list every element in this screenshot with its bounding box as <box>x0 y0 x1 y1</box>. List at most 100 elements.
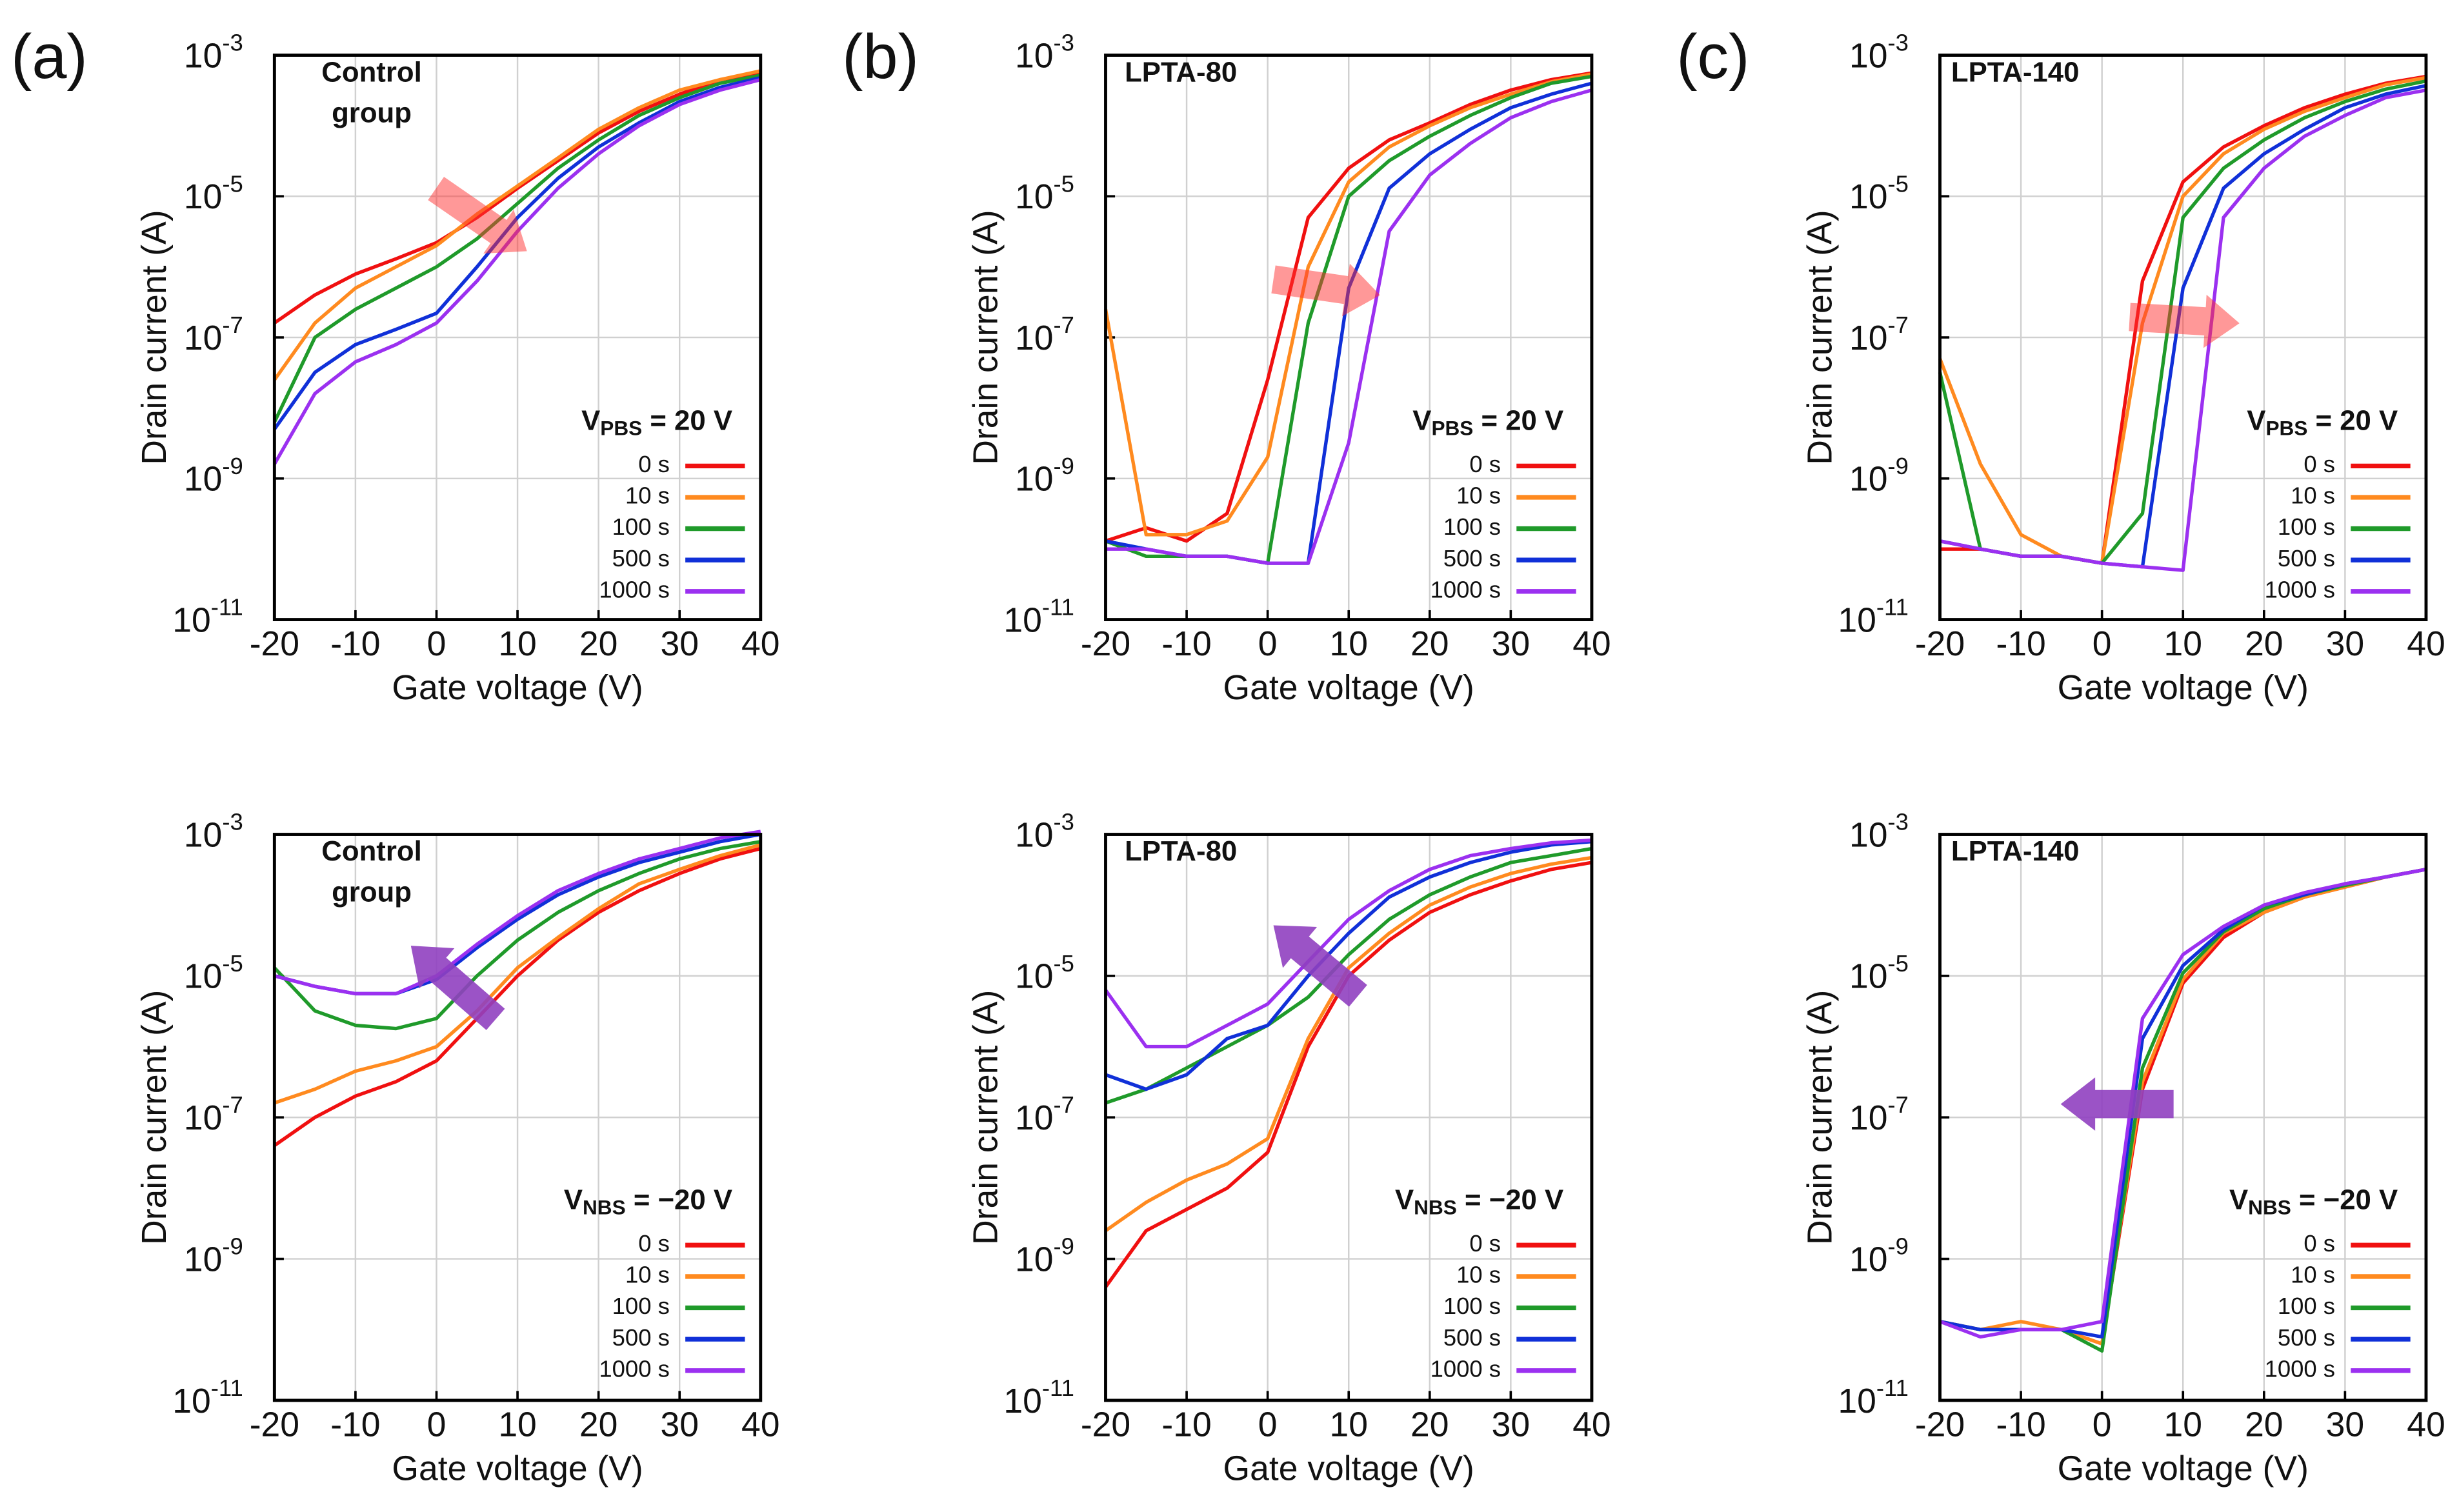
legend-label: 0 s <box>2303 451 2335 477</box>
legend-label: 500 s <box>1443 1324 1501 1351</box>
y-tick-exponent: -3 <box>1053 29 1074 55</box>
y-tick-exponent: -7 <box>222 312 243 338</box>
y-tick-base: 10 <box>1015 37 1053 75</box>
y-axis-label: Drain current (A) <box>967 990 1005 1245</box>
annotation: group <box>332 876 412 908</box>
y-tick-label: 10-7 <box>1015 312 1074 357</box>
y-tick-exponent: -3 <box>1053 808 1074 835</box>
annotation: LPTA-140 <box>1951 835 2079 867</box>
panel: -20 -10 0 10 20 30 4010-310-510-710-910-11LPTA… <box>1801 808 2445 1487</box>
stress-value: = −20 V <box>2291 1184 2398 1215</box>
plot-frame <box>1104 54 1594 621</box>
y-tick-base: 10 <box>184 958 222 996</box>
x-tick-label: -20 <box>1081 1406 1130 1444</box>
y-tick-label: 10-9 <box>1015 452 1074 498</box>
y-tick-base: 10 <box>184 817 222 855</box>
shift-arrow-shape <box>2060 1077 2174 1131</box>
x-tick-label: -10 <box>1161 1406 1211 1444</box>
legend-label: 10 s <box>2291 1262 2335 1288</box>
y-tick-label: 10-5 <box>184 170 243 216</box>
legend-label: 1000 s <box>2265 576 2335 602</box>
stress-symbol: V <box>581 404 600 436</box>
y-tick-label: 10-7 <box>1849 312 1909 357</box>
y-tick-base: 10 <box>1849 817 1887 855</box>
x-tick-label: 0 <box>1258 1406 1278 1444</box>
legend-label: 0 s <box>1469 451 1501 477</box>
y-tick-exponent: -9 <box>1053 1233 1074 1259</box>
y-tick-label: 10-5 <box>1849 950 1909 995</box>
x-tick-label: 10 <box>498 625 536 663</box>
y-tick-base: 10 <box>1849 37 1887 75</box>
y-tick-exponent: -11 <box>1876 593 1909 620</box>
x-tick-label: -10 <box>330 1406 380 1444</box>
y-tick-label: 10-5 <box>184 950 243 995</box>
x-tick-label: -10 <box>1996 1406 2045 1444</box>
stress-subscript: NBS <box>2248 1196 2291 1219</box>
y-tick-label: 10-3 <box>1849 808 1909 854</box>
x-tick-label: 40 <box>741 1406 779 1444</box>
y-tick-label: 10-7 <box>1015 1091 1074 1137</box>
x-tick-label: 40 <box>2407 625 2445 663</box>
shift-arrow <box>2129 294 2240 348</box>
y-tick-base: 10 <box>1015 178 1053 216</box>
legend-label: 1000 s <box>1430 1355 1501 1382</box>
data-line <box>1103 72 1592 537</box>
legend-label: 100 s <box>2278 513 2335 540</box>
x-tick-label: -10 <box>1161 625 1211 663</box>
legend-label: 0 s <box>638 1230 670 1257</box>
x-tick-label: 20 <box>2245 1406 2283 1444</box>
legend-label: 10 s <box>2291 482 2335 509</box>
y-tick-label: 10-11 <box>1838 593 1908 639</box>
data-line <box>272 74 761 423</box>
x-tick-label: 20 <box>579 1406 617 1444</box>
legend-label: 1000 s <box>599 576 669 602</box>
stress-value: = 20 V <box>2307 404 2398 436</box>
x-tick-label: -20 <box>250 1406 299 1444</box>
x-tick-label: 40 <box>1572 1406 1611 1444</box>
panel: (b)-20 -10 0 10 20 30 4010-310-510-710-910-11L… <box>842 21 1611 707</box>
y-tick-label: 10-3 <box>184 29 243 75</box>
x-tick-label: 10 <box>2163 625 2202 663</box>
stress-label: VPBS = 20 V <box>1412 404 1563 440</box>
stress-subscript: NBS <box>1414 1196 1457 1219</box>
y-tick-exponent: -11 <box>1876 1375 1909 1401</box>
legend-label: 100 s <box>612 1293 670 1319</box>
y-tick-exponent: -7 <box>1053 312 1074 338</box>
y-tick-exponent: -3 <box>222 808 243 835</box>
shift-arrow <box>1271 263 1380 317</box>
x-axis-label: Gate voltage (V) <box>1223 1449 1474 1487</box>
shift-arrow <box>410 946 505 1030</box>
legend-label: 10 s <box>1456 482 1501 509</box>
x-tick-label: -20 <box>1081 625 1130 663</box>
y-tick-exponent: -11 <box>211 1375 243 1401</box>
stress-value: = 20 V <box>1473 404 1563 436</box>
y-tick-base: 10 <box>1838 602 1876 640</box>
y-axis-label: Drain current (A) <box>967 210 1005 464</box>
x-tick-label: 30 <box>660 1406 698 1444</box>
y-tick-base: 10 <box>1015 1099 1053 1137</box>
panel-label: (b) <box>842 21 919 92</box>
y-tick-exponent: -5 <box>1887 170 1908 197</box>
x-tick-label: -20 <box>250 625 299 663</box>
stress-label: VNBS = −20 V <box>1395 1184 1563 1219</box>
y-tick-label: 10-7 <box>184 312 243 357</box>
x-tick-label: 0 <box>2093 625 2112 663</box>
stress-subscript: NBS <box>583 1196 626 1219</box>
data-line <box>273 846 761 1148</box>
legend-label: 100 s <box>1443 513 1501 540</box>
plot-frame <box>272 54 763 621</box>
legend-label: 10 s <box>625 1262 670 1288</box>
data-line <box>1105 71 1592 543</box>
annotation: Control <box>321 56 421 88</box>
y-tick-base: 10 <box>1849 178 1887 216</box>
y-tick-base: 10 <box>1015 461 1053 499</box>
legend-label: 100 s <box>1443 1293 1501 1319</box>
data-line <box>1104 838 1592 1049</box>
data-line <box>1104 855 1592 1233</box>
y-tick-base: 10 <box>184 461 222 499</box>
panel: -20 -10 0 10 20 30 4010-310-510-710-910-11LPTA… <box>967 808 1611 1487</box>
y-tick-label: 10-9 <box>184 452 243 498</box>
x-tick-label: -10 <box>1996 625 2045 663</box>
x-axis-label: Gate voltage (V) <box>392 669 643 707</box>
